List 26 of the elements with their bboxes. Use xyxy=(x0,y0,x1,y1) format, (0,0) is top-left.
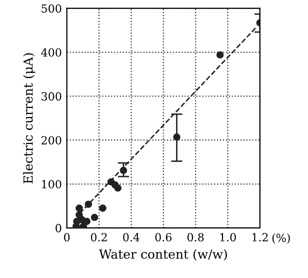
x-tick-label: 0.4 xyxy=(123,233,140,242)
point xyxy=(90,214,98,222)
x-tick-label: 1.0 xyxy=(220,233,236,242)
point xyxy=(216,51,224,59)
x-tick-label: 0.6 xyxy=(155,233,172,242)
point xyxy=(114,184,122,192)
point xyxy=(76,204,83,212)
x-tick-label: 0.2 xyxy=(90,233,107,242)
y-tick-label: 100 xyxy=(42,180,62,188)
point xyxy=(173,133,180,141)
text: (%) xyxy=(272,233,290,244)
point xyxy=(83,218,90,226)
x-axis-title: Water content (w/w) xyxy=(98,249,227,261)
y-tick-label: 200 xyxy=(42,136,62,144)
x-tick-label: 0 xyxy=(64,233,70,242)
y-tick-label: 400 xyxy=(41,48,62,57)
x-tick-label: 0.8 xyxy=(187,233,204,242)
point xyxy=(84,200,92,208)
x-tick-label: 1.2 xyxy=(252,233,268,242)
point xyxy=(120,166,128,174)
y-tick-label: 300 xyxy=(42,92,62,101)
point xyxy=(72,222,80,228)
y-axis-title: Electric current (μA) xyxy=(23,53,36,184)
point xyxy=(99,204,106,212)
y-tick-label: 500 xyxy=(42,4,62,13)
y-tick-label: 0 xyxy=(56,224,62,232)
